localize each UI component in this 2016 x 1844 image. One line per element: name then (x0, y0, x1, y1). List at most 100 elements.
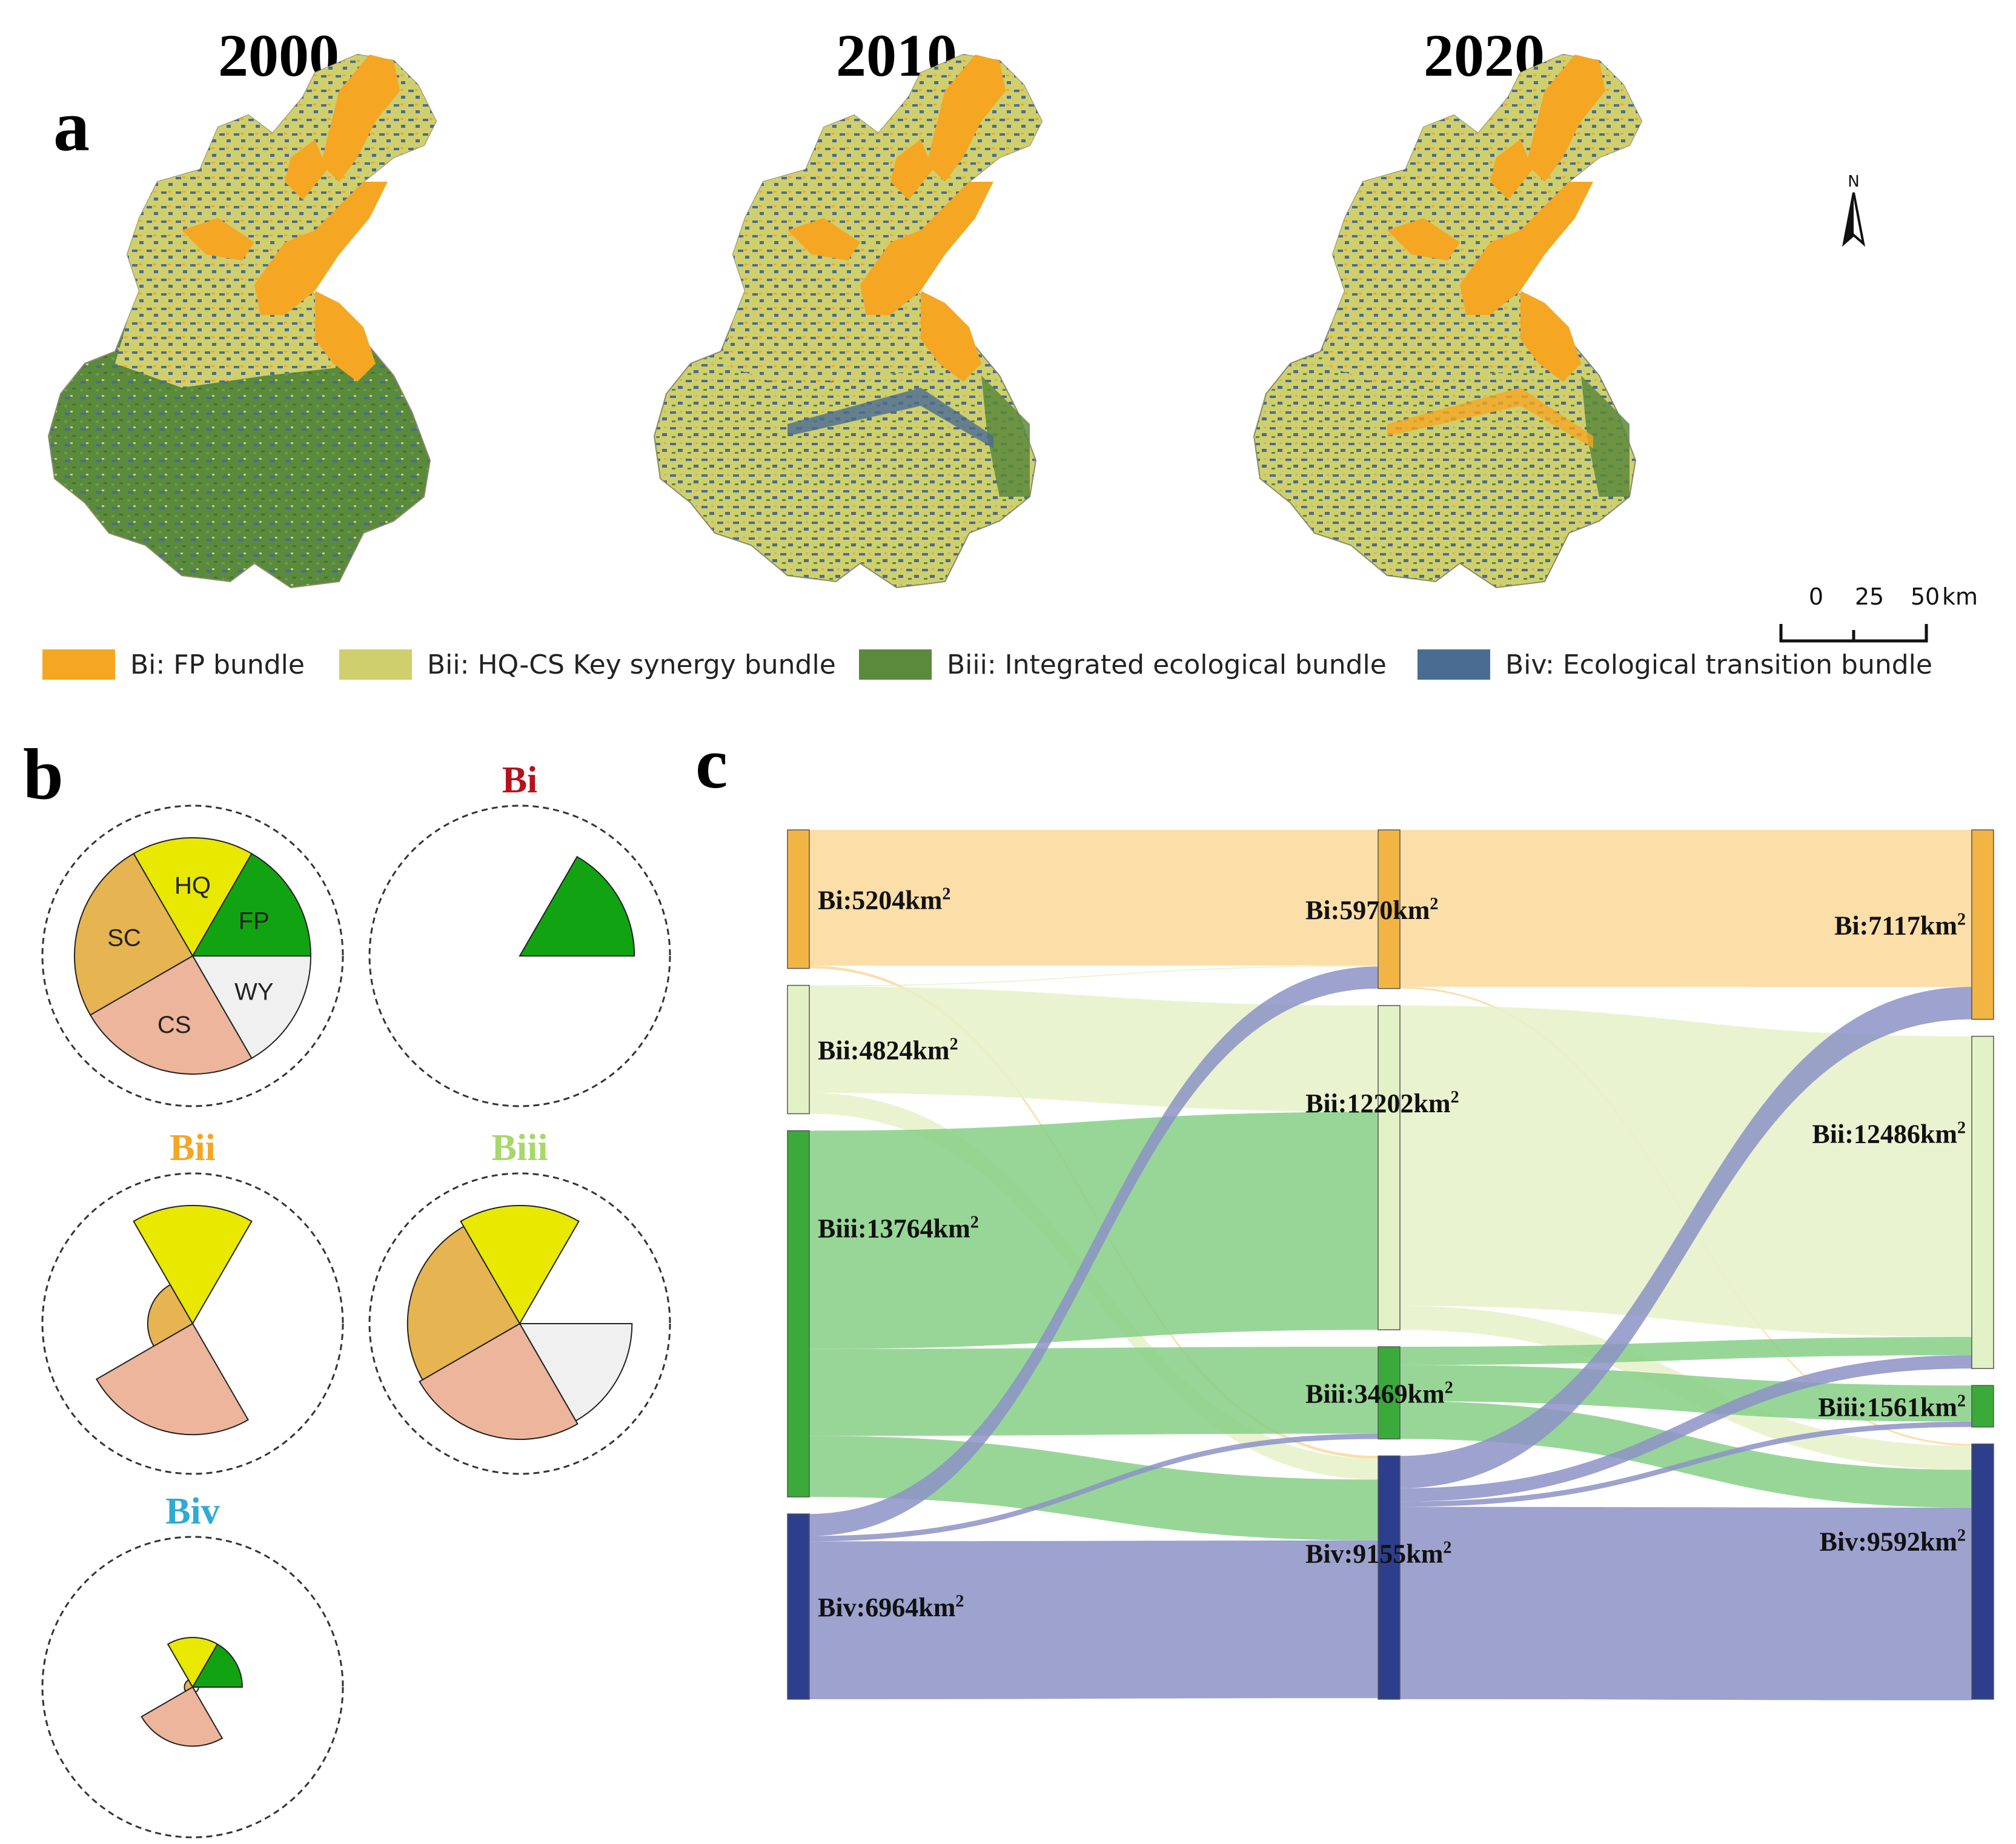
sankey-node-bi2000 (787, 829, 810, 969)
rose-slice-sc (147, 1284, 194, 1347)
sankey-label-bii2020: Bii:12486km2 (1812, 1119, 1966, 1149)
sankey-label-biv2000: Biv:6964km2 (818, 1592, 964, 1622)
sankey-label-biii2020: Biii:1561km2 (1818, 1391, 1966, 1422)
sankey-link-biii2000-bii2010 (809, 1112, 1378, 1349)
rose-bii: Bii (41, 1127, 344, 1475)
map-fp-patch (890, 139, 933, 200)
map-integrated-patch (981, 376, 1030, 497)
sankey-node-bii2020 (1971, 1035, 1994, 1369)
map-corridor (1387, 388, 1593, 448)
sankey-link-biv2010-bii2020 (1400, 1355, 1972, 1502)
sankey-label-bii2010: Bii:12202km2 (1305, 1088, 1459, 1118)
map-fp-patch (860, 182, 993, 315)
sankey-link-biv2000-bi2010 (809, 966, 1378, 1536)
map-fp-patch (321, 55, 400, 182)
scale-tick-50: 50 (1911, 583, 1940, 610)
map-legend: Bi: FP bundle Bii: HQ-CS Key synergy bund… (42, 649, 1932, 680)
rose-label-sc: SC (107, 925, 141, 952)
rose-slice-wy (191, 955, 312, 1060)
rose-biv: Biv (41, 1491, 344, 1839)
sankey-labels: Bi:5204km2 Bii:4824km2 Biii:13764km2 Biv:69… (818, 884, 1966, 1622)
panel-a-letter: a (53, 85, 90, 166)
rose-slice-hq (167, 1637, 219, 1689)
rose-charts: HQ FP WY CS SC Bi Bii Biii Biv (41, 760, 671, 1839)
rose-slice-sc (406, 1225, 521, 1381)
sankey-node-biv2000 (787, 1513, 810, 1700)
rose-slice-cs (419, 1322, 579, 1441)
map-fp-patch (1490, 139, 1533, 200)
sankey-chart: Bi:5204km2 Bii:4824km2 Biii:13764km2 Biv:69… (787, 829, 1994, 1700)
rose-slice-fp (519, 855, 635, 957)
rose-slice-hq (133, 1204, 253, 1325)
map-fp-patch (1520, 291, 1581, 382)
sankey-link-bi2010-bi2020 (1400, 830, 1972, 987)
sankey-node-biii2020 (1971, 1385, 1994, 1428)
sankey-label-biv2010: Biv:9155km2 (1305, 1538, 1451, 1568)
rose-label-hq: HQ (174, 872, 211, 899)
sankey-link-biii2000-biii2010 (809, 1347, 1378, 1436)
sankey-link-biv2000-biv2010 (809, 1540, 1378, 1699)
legend-item-biii: Biii: Integrated ecological bundle (859, 649, 1387, 680)
rose-slice-cs (95, 1322, 249, 1436)
sankey-label-bi2000: Bi:5204km2 (818, 884, 950, 915)
rose-label-fp: FP (239, 908, 270, 935)
sankey-node-bi2020 (1971, 829, 1994, 1020)
sankey-link-bii2000-bii2010 (809, 986, 1378, 1112)
scale-unit: km (1942, 583, 1978, 610)
rose-title-bi: Bi (502, 760, 538, 801)
sankey-node-biii2010 (1378, 1346, 1401, 1440)
legend-swatch-bi (42, 649, 115, 680)
bundle-maps: 2000 2010 2020 (47, 22, 1643, 589)
rose-biii: Biii (368, 1127, 671, 1475)
sankey-label-biv2020: Biv:9592km2 (1820, 1527, 1966, 1557)
map-corridor (788, 388, 993, 448)
rose-slice-wy (519, 1323, 633, 1422)
legend-label-biii: Biii: Integrated ecological bundle (947, 649, 1387, 680)
legend-swatch-biv (1418, 649, 1490, 680)
sankey-node-bii2010 (1378, 1005, 1401, 1330)
map-fp-patch (285, 139, 327, 200)
map-fp-patch (1387, 218, 1460, 260)
panel-c-letter: c (695, 723, 728, 803)
sankey-node-bi2010 (1378, 829, 1401, 989)
map-fp-patch (788, 218, 860, 260)
panel-b-letter: b (23, 734, 64, 814)
legend-label-bii: Bii: HQ-CS Key synergy bundle (427, 649, 836, 680)
sankey-link-biv2010-biii2020 (1400, 1421, 1972, 1507)
rose-bi: Bi (368, 760, 671, 1107)
sankey-node-biii2000 (787, 1130, 810, 1497)
legend-label-biv: Biv: Ecological transition bundle (1505, 649, 1932, 680)
rose-label-cs: CS (158, 1012, 191, 1038)
rose-slice-fp (191, 852, 312, 957)
map-2020: 2020 (1253, 22, 1643, 589)
sankey-label-biii2000: Biii:13764km2 (818, 1213, 979, 1244)
map-integrated-patch (1581, 376, 1630, 497)
sankey-links (809, 830, 1972, 1700)
sankey-node-bii2000 (787, 984, 810, 1115)
sankey-label-bi2020: Bi:7117km2 (1834, 910, 1966, 940)
map-2000: 2000 (47, 22, 437, 589)
legend-item-biv: Biv: Ecological transition bundle (1418, 649, 1932, 680)
rose-slice-fp (191, 1643, 243, 1688)
map-fp-patch (315, 291, 376, 382)
rose-slice-hq (133, 837, 253, 958)
north-arrow-fill (1844, 193, 1854, 244)
rose-slice-hq (460, 1204, 580, 1325)
rose-outline (41, 804, 344, 1107)
sankey-link-bi2000-bi2010 (809, 830, 1378, 966)
rose-title-biii: Biii (491, 1127, 548, 1169)
sankey-label-bi2010: Bi:5970km2 (1305, 895, 1438, 925)
legend-label-bi: Bi: FP bundle (130, 649, 305, 680)
north-label: N (1848, 173, 1859, 191)
sankey-link-biv2010-biv2020 (1400, 1507, 1972, 1700)
scale-bar: 0 25 50 km (1779, 583, 1978, 643)
rose-reference: HQ FP WY CS SC (41, 804, 344, 1107)
rose-outline (368, 1172, 671, 1475)
sankey-label-biii2010: Biii:3469km2 (1305, 1378, 1453, 1408)
sankey-link-biv2000-biii2010 (809, 1433, 1378, 1542)
scale-tick-25: 25 (1855, 583, 1884, 610)
scale-bar-line (1779, 624, 1928, 643)
map-fp-patch (921, 291, 981, 382)
legend-item-bi: Bi: FP bundle (42, 649, 305, 680)
